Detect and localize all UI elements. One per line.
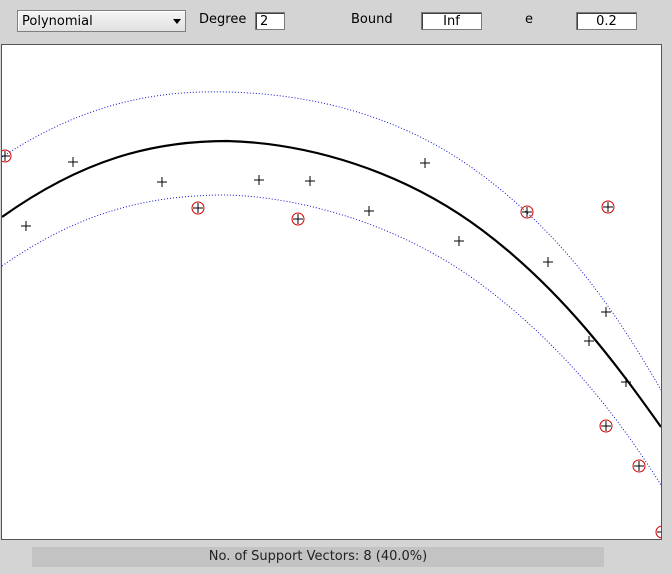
plus-icon xyxy=(364,206,374,216)
regression-plot xyxy=(2,91,661,539)
circle-plus-icon xyxy=(291,212,305,226)
data-points xyxy=(21,157,631,387)
plus-icon xyxy=(68,157,78,167)
plus-icon xyxy=(420,158,430,168)
circle-plus-icon xyxy=(191,201,205,215)
epsilon-label: e xyxy=(525,12,533,27)
circle-plus-icon xyxy=(632,459,646,473)
circle-plus-icon xyxy=(520,205,534,219)
regression-plot-area[interactable] xyxy=(1,44,662,540)
upper-margin-line xyxy=(2,91,661,391)
chevron-down-icon[interactable] xyxy=(173,19,181,24)
plus-icon xyxy=(254,175,264,185)
plus-icon xyxy=(21,221,31,231)
plus-icon xyxy=(305,176,315,186)
plus-icon xyxy=(454,236,464,246)
circle-plus-icon xyxy=(601,200,615,214)
bound-label: Bound xyxy=(351,12,393,27)
lower-margin-line xyxy=(2,194,661,486)
plus-icon xyxy=(543,257,553,267)
support-vectors xyxy=(2,149,661,539)
regression-curve xyxy=(2,139,661,428)
plus-icon xyxy=(157,177,167,187)
bound-input[interactable] xyxy=(421,12,482,30)
epsilon-input[interactable] xyxy=(576,12,637,30)
circle-plus-icon xyxy=(599,419,613,433)
kernel-select[interactable]: Polynomial xyxy=(17,10,186,32)
circle-plus-icon xyxy=(2,149,12,163)
plus-icon xyxy=(601,307,611,317)
degree-input[interactable] xyxy=(255,12,285,30)
toolbar: Polynomial Degree Bound e xyxy=(0,0,672,42)
plus-icon xyxy=(621,377,631,387)
status-bar: No. of Support Vectors: 8 (40.0%) xyxy=(32,547,604,567)
plus-icon xyxy=(584,336,594,346)
kernel-select-value: Polynomial xyxy=(22,14,93,29)
circle-plus-icon xyxy=(655,525,661,539)
degree-label: Degree xyxy=(199,12,247,27)
